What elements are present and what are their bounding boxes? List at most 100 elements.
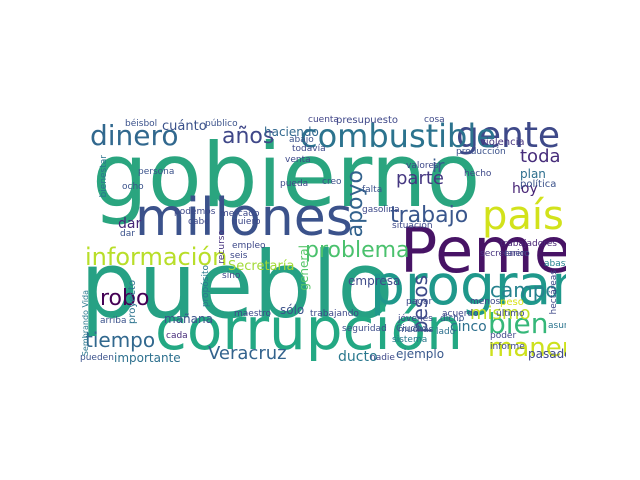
word-5: programa: [370, 253, 566, 317]
word-56: informe: [490, 342, 525, 352]
word-21: campo: [490, 278, 558, 302]
word-83: falta: [362, 185, 383, 195]
word-69: quiero: [232, 217, 261, 227]
word-18: robo: [100, 286, 150, 311]
word-91: cosa: [424, 115, 445, 125]
word-85: venta: [285, 155, 311, 165]
word-75: arriba: [100, 316, 127, 326]
word-72: seis: [230, 251, 248, 261]
word-32: ejemplo: [396, 347, 445, 361]
word-43: cuenta: [308, 115, 339, 125]
word-47: trabajadores: [500, 239, 557, 249]
word-86: creo: [322, 177, 342, 187]
word-6: millones: [135, 188, 353, 248]
word-27: cuánto: [162, 119, 207, 134]
word-88: abajo: [289, 135, 314, 145]
word-33: pasado: [528, 347, 566, 361]
word-42: presupuesto: [336, 115, 399, 126]
word-26: ir: [432, 156, 445, 177]
word-58: pueden: [80, 353, 114, 363]
word-92: producción: [456, 147, 506, 157]
word-51: lado: [436, 327, 456, 337]
word-61: trabajando: [310, 309, 359, 319]
word-28: haciendo: [264, 125, 319, 139]
word-60: maestro: [234, 309, 272, 319]
word-53: peso: [500, 297, 524, 308]
word-46: proyecto: [127, 280, 138, 324]
word-99: mercado: [220, 209, 260, 219]
word-81: Sembrando Vida: [81, 290, 90, 357]
word-25: parte: [396, 168, 444, 189]
word-54: asunto: [548, 321, 566, 331]
word-89: pueda: [280, 179, 309, 189]
word-57: acuerdo: [442, 309, 479, 319]
word-100: dar: [120, 229, 135, 239]
word-50: Ciudad: [396, 324, 428, 334]
word-77: persona: [138, 167, 175, 177]
word-65: nadie: [370, 353, 395, 363]
word-68: dicho: [440, 314, 465, 324]
word-48: secretario: [480, 249, 525, 259]
word-67: jóvenes: [398, 314, 433, 324]
word-23: mismo: [470, 303, 531, 324]
word-97: menos: [470, 297, 501, 307]
word-34: Secretaría: [228, 259, 295, 274]
word-1: gobierno: [92, 124, 481, 227]
word-2: pueblo: [80, 232, 394, 339]
word-14: manera: [488, 333, 566, 363]
word-4: corrupción: [155, 295, 463, 363]
word-78: béisbol: [125, 119, 158, 129]
word-9: combustible: [300, 117, 496, 155]
word-15: problema: [305, 238, 410, 263]
word-17: años: [222, 124, 275, 149]
word-95: hectáreas: [549, 270, 559, 315]
word-35: empresa: [348, 274, 401, 288]
word-98: cabo: [188, 217, 210, 227]
word-19: tiempo: [85, 328, 156, 352]
word-59: cada: [166, 331, 188, 341]
word-20: toda: [520, 146, 561, 167]
word-76: ocho: [122, 182, 144, 192]
word-29: mañana: [164, 312, 213, 326]
word-45: general: [297, 245, 311, 291]
word-cloud: gobiernopuebloPemex corrupciónprograma mil…: [80, 110, 566, 368]
word-12: trabajo: [390, 203, 469, 228]
word-63: sistema: [392, 335, 428, 345]
word-87: todavía: [292, 144, 326, 154]
word-3: Pemex: [400, 214, 566, 287]
word-84: valores: [406, 161, 439, 171]
word-7: país: [482, 193, 564, 239]
word-73: sino: [222, 271, 241, 281]
word-94: enero: [504, 249, 530, 259]
word-62: pagar: [406, 297, 433, 307]
word-66: situación: [392, 221, 433, 231]
word-10: dinero: [90, 119, 179, 152]
word-41: dar: [118, 216, 142, 232]
word-71: empleo: [232, 241, 266, 251]
word-55: poder: [490, 331, 517, 341]
word-8: gente: [456, 115, 561, 156]
word-44: sólo: [280, 303, 305, 317]
word-74: propósito: [201, 265, 211, 308]
word-80: bienestar: [99, 155, 109, 198]
word-49: seguridad: [342, 324, 387, 334]
word-52: abasto: [544, 259, 566, 269]
word-39: política: [520, 179, 557, 190]
word-13: bien: [488, 307, 549, 340]
word-40: violencia: [480, 137, 525, 148]
word-64: muchas: [398, 325, 434, 335]
word-70: recurso: [217, 230, 227, 264]
word-79: público: [205, 119, 238, 129]
word-93: hecho: [464, 169, 492, 179]
word-31: ducto: [338, 349, 378, 365]
word-38: plan: [520, 167, 546, 181]
word-82: gasolina: [362, 205, 400, 215]
word-24: Veracruz: [208, 343, 287, 364]
word-37: hoy: [512, 181, 538, 197]
word-90: podemos: [174, 207, 216, 217]
word-36: cinco: [450, 319, 487, 335]
word-30: importante: [114, 351, 181, 365]
word-11: información: [85, 243, 228, 271]
word-16: apoyo: [343, 170, 368, 238]
word-96: último: [496, 309, 525, 319]
